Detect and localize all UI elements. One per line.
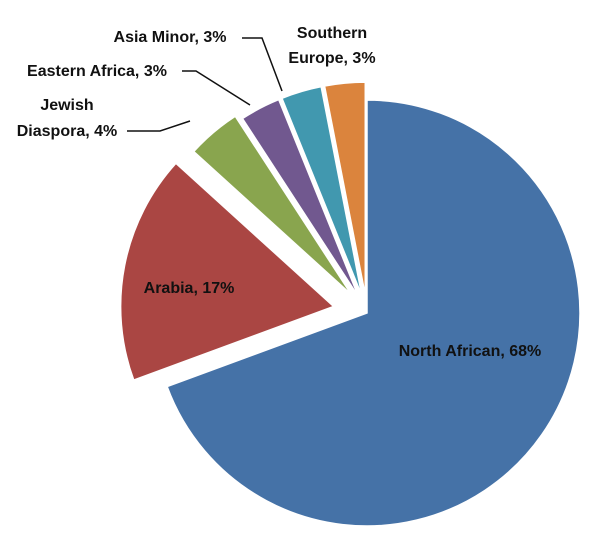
pie-slice-southern-europe <box>323 81 367 296</box>
leader-line-asia-minor <box>242 37 283 92</box>
label-arabia: Arabia, 17% <box>144 280 235 297</box>
pie-slice-jewish-diaspora <box>192 115 353 296</box>
leader-line-jewish-diaspora <box>127 120 191 132</box>
slice-labels: North African, 68% Arabia, 17% Jewish Di… <box>17 25 542 360</box>
label-north-african: North African, 68% <box>399 343 542 360</box>
label-southern-europe-line1: Southern <box>297 25 367 42</box>
leader-line-eastern-africa <box>182 70 251 106</box>
pie-slice-arabia <box>119 162 336 382</box>
leader-lines <box>127 37 283 132</box>
pie-slice-asia-minor <box>280 85 363 297</box>
label-asia-minor: Asia Minor, 3% <box>114 29 227 46</box>
pie-slice-north-african <box>166 99 581 527</box>
label-eastern-africa: Eastern Africa, 3% <box>27 63 167 80</box>
label-southern-europe-line2: Europe, 3% <box>288 50 375 67</box>
label-jewish-diaspora-line2: Diaspora, 4% <box>17 123 117 140</box>
pie-slice-eastern-africa <box>241 98 360 298</box>
label-jewish-diaspora-line1: Jewish <box>40 97 93 114</box>
pie-slices <box>119 81 581 527</box>
